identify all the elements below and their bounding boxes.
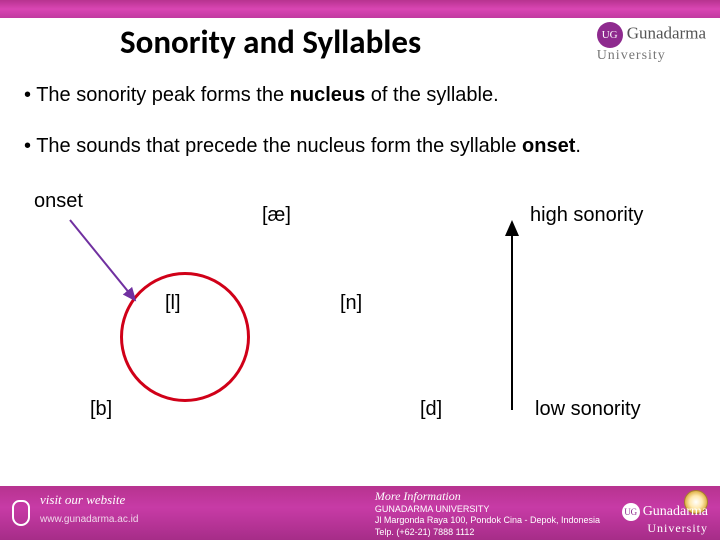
more-info-line1: GUNADARMA UNIVERSITY bbox=[375, 504, 600, 515]
high-sonority-label: high sonority bbox=[530, 204, 643, 227]
phoneme-d: [d] bbox=[420, 398, 442, 421]
ug-badge-footer-icon: UG bbox=[622, 503, 640, 521]
onset-circle-icon bbox=[120, 272, 250, 402]
brand-subname-footer: University bbox=[622, 521, 708, 536]
bullet-2: • The sounds that precede the nucleus fo… bbox=[24, 135, 581, 158]
bullet-1: • The sonority peak forms the nucleus of… bbox=[24, 84, 499, 107]
phoneme-n: [n] bbox=[340, 292, 362, 315]
header-band bbox=[0, 0, 720, 18]
mouse-icon bbox=[12, 500, 30, 526]
bullet-2-post: . bbox=[575, 135, 581, 157]
brand-name-footer: Gunadarma bbox=[643, 504, 708, 519]
onset-arrow-icon bbox=[70, 220, 135, 300]
footer-url: www.gunadarma.ac.id bbox=[40, 514, 138, 525]
more-info-title: More Information bbox=[375, 489, 600, 504]
phoneme-ae: [æ] bbox=[262, 204, 291, 227]
brand-logo-bottom: UGGunadarma University bbox=[622, 503, 708, 536]
bullet-1-post: of the syllable. bbox=[365, 84, 498, 106]
sonority-diagram: onset [æ] high sonority [l] [n] [b] [d] … bbox=[0, 190, 720, 450]
onset-label: onset bbox=[34, 190, 83, 213]
brand-subname: University bbox=[597, 48, 706, 64]
more-info-line3: Telp. (+62-21) 7888 1112 bbox=[375, 527, 600, 538]
more-info-block: More Information GUNADARMA UNIVERSITY Jl… bbox=[375, 489, 600, 538]
brand-logo-top: UGGunadarma University bbox=[597, 22, 706, 64]
phoneme-b: [b] bbox=[90, 398, 112, 421]
footer-band: visit our website www.gunadarma.ac.id Mo… bbox=[0, 486, 720, 540]
slide-title: Sonority and Syllables bbox=[120, 22, 421, 62]
bullet-1-bold: nucleus bbox=[290, 84, 366, 106]
more-info-line2: Jl Margonda Raya 100, Pondok Cina - Depo… bbox=[375, 515, 600, 526]
ug-badge-icon: UG bbox=[597, 22, 623, 48]
bullet-1-pre: • The sonority peak forms the bbox=[24, 84, 290, 106]
bullet-2-pre: • The sounds that precede the nucleus fo… bbox=[24, 135, 522, 157]
visit-label: visit our website bbox=[40, 492, 125, 508]
low-sonority-label: low sonority bbox=[535, 398, 641, 421]
bullet-2-bold: onset bbox=[522, 135, 575, 157]
brand-name: Gunadarma bbox=[627, 23, 706, 42]
